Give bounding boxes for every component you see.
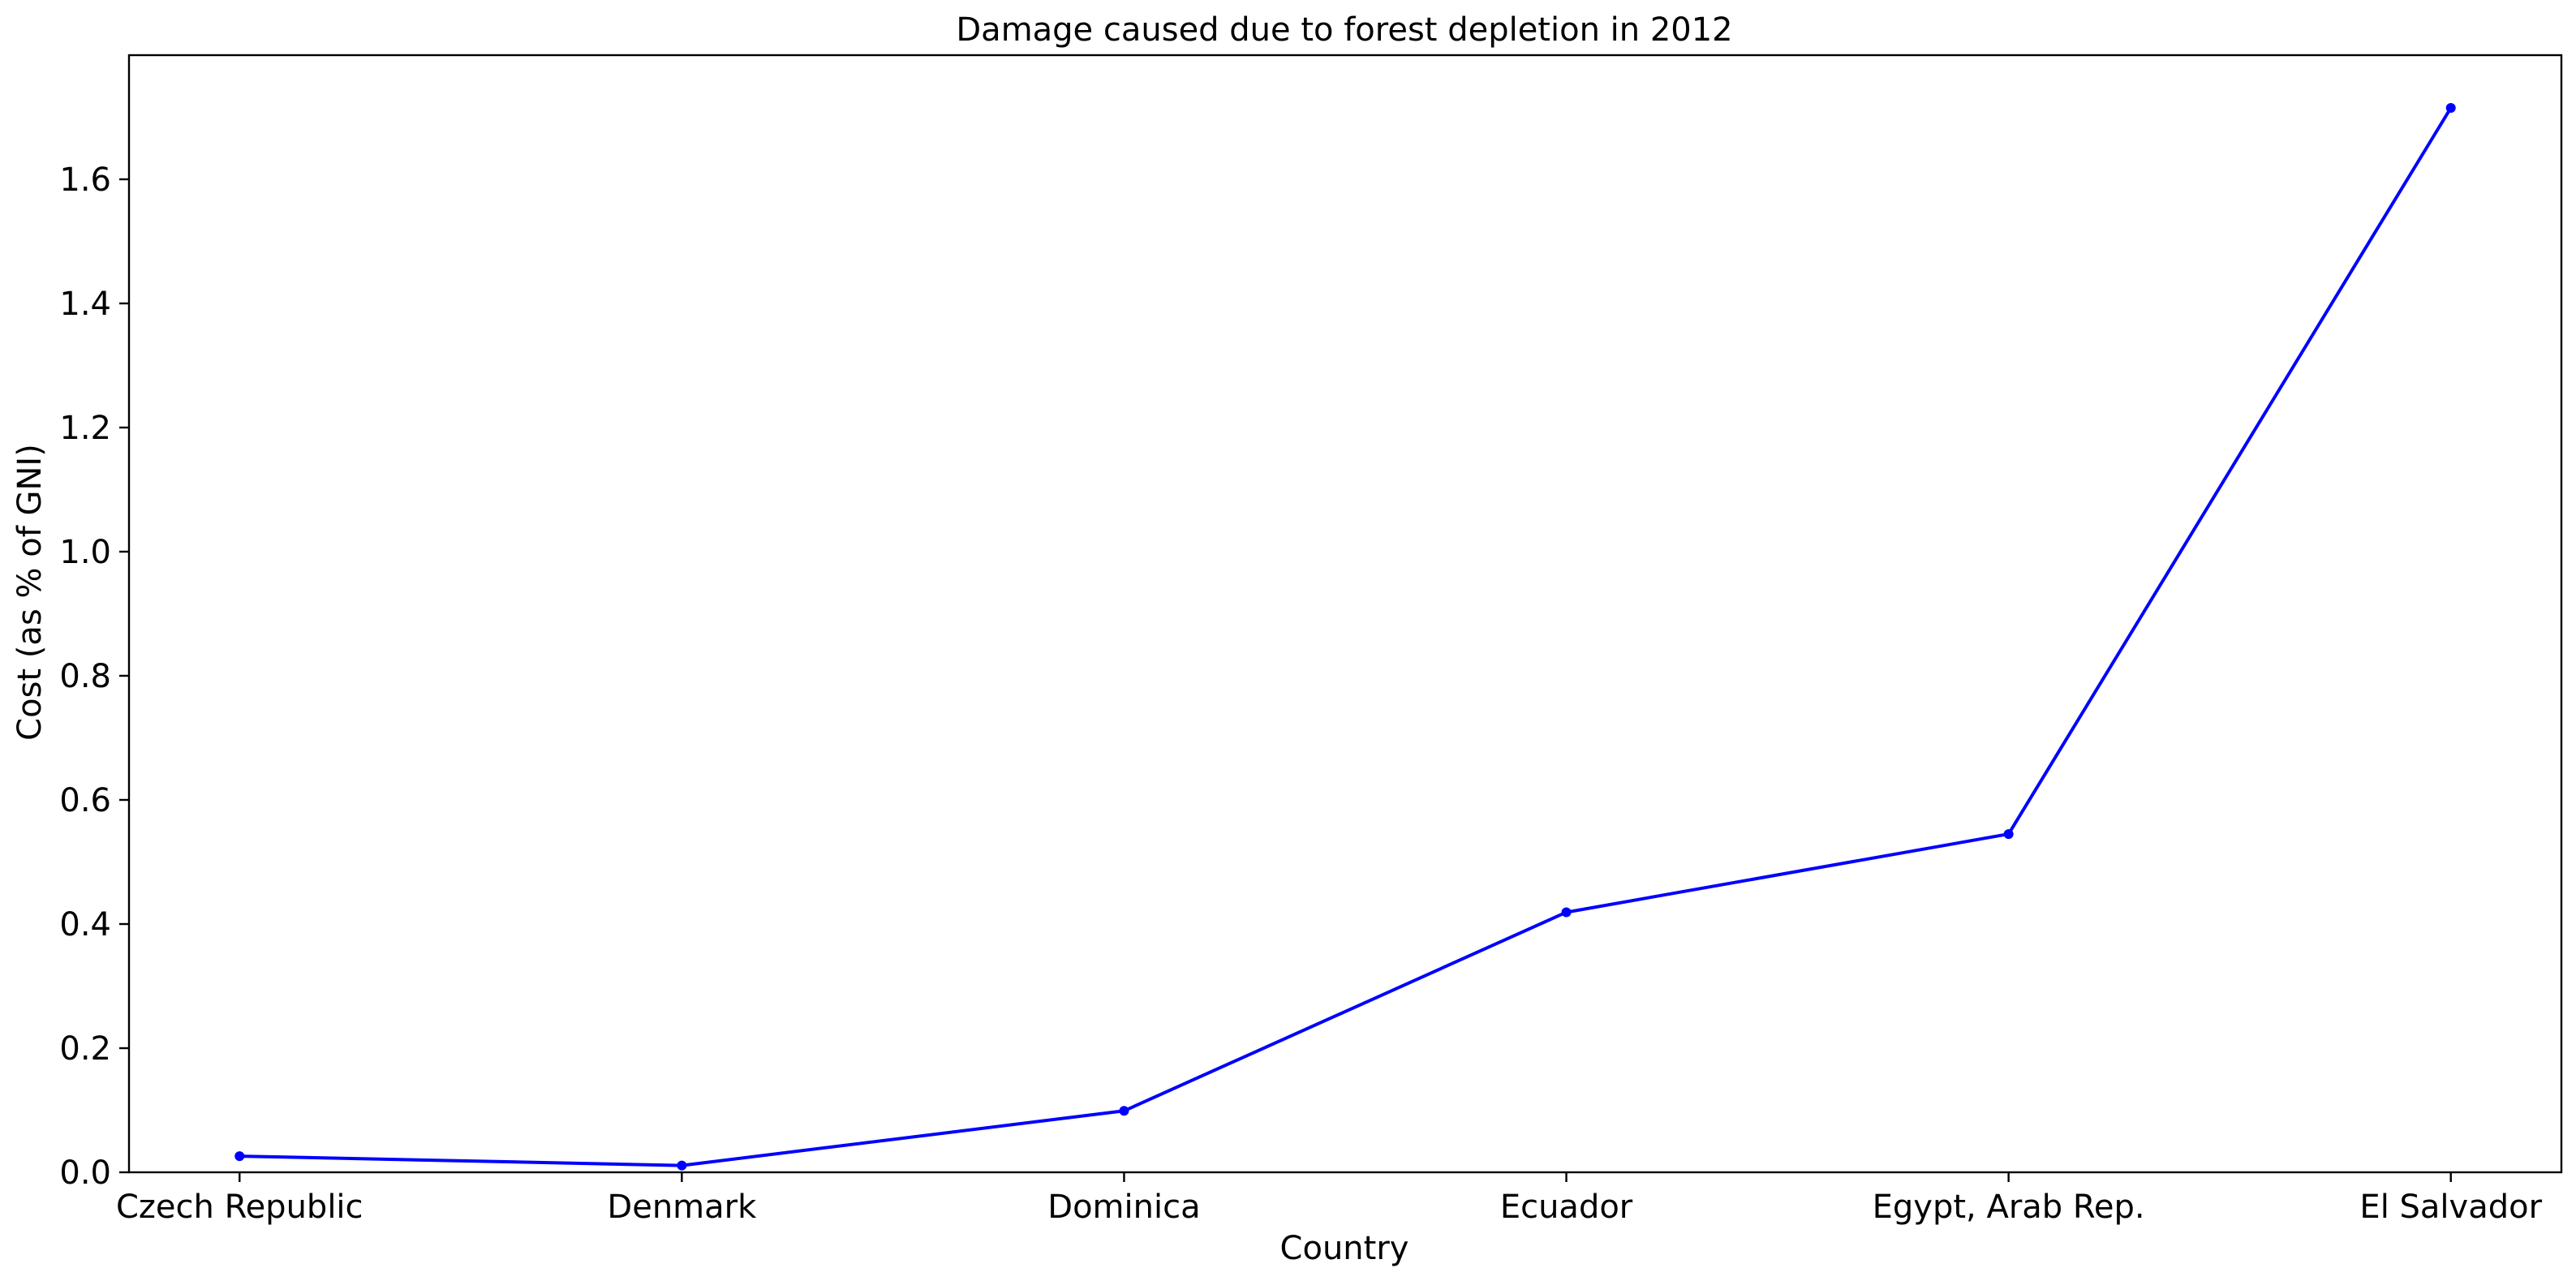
- y-tick-label: 0.4: [59, 906, 111, 944]
- series-group: [234, 103, 2456, 1171]
- data-point: [2003, 829, 2014, 840]
- x-tick-label: El Salvador: [2359, 1189, 2542, 1226]
- data-point: [234, 1151, 245, 1162]
- x-axis-title: Country: [1280, 1230, 1409, 1267]
- x-tick-label: Czech Republic: [116, 1189, 363, 1226]
- y-axis-title: Cost (as % of GNI): [11, 444, 49, 741]
- y-tick-label: 0.8: [59, 658, 111, 695]
- y-tick-label: 1.6: [59, 161, 111, 199]
- plot-frame: [127, 54, 2563, 1174]
- y-tick-label: 0.6: [59, 782, 111, 819]
- data-point: [1561, 907, 1572, 918]
- plot-area: [127, 54, 2563, 1174]
- x-axis: Czech Republic Denmark Dominica Ecuador Egyp…: [116, 1172, 2543, 1226]
- x-tick-label: Egypt, Arab Rep.: [1873, 1189, 2145, 1226]
- x-tick-label: Ecuador: [1500, 1189, 1633, 1226]
- data-point: [1119, 1106, 1129, 1116]
- y-tick-label: 1.0: [59, 534, 111, 571]
- y-tick-label: 0.0: [59, 1154, 111, 1192]
- y-axis: 0.0 0.2 0.4 0.6 0.8 1.0 1.2 1.4 1.6: [59, 161, 129, 1192]
- y-tick-label: 0.2: [59, 1030, 111, 1068]
- chart-title: Damage caused due to forest depletion in…: [956, 11, 1732, 49]
- data-point: [677, 1160, 687, 1171]
- y-tick-label: 1.2: [59, 410, 111, 447]
- y-tick-label: 1.4: [59, 286, 111, 323]
- x-tick-label: Denmark: [607, 1189, 757, 1226]
- series-line: [239, 106, 2453, 1167]
- data-point: [2445, 103, 2456, 114]
- x-tick-label: Dominica: [1047, 1189, 1200, 1226]
